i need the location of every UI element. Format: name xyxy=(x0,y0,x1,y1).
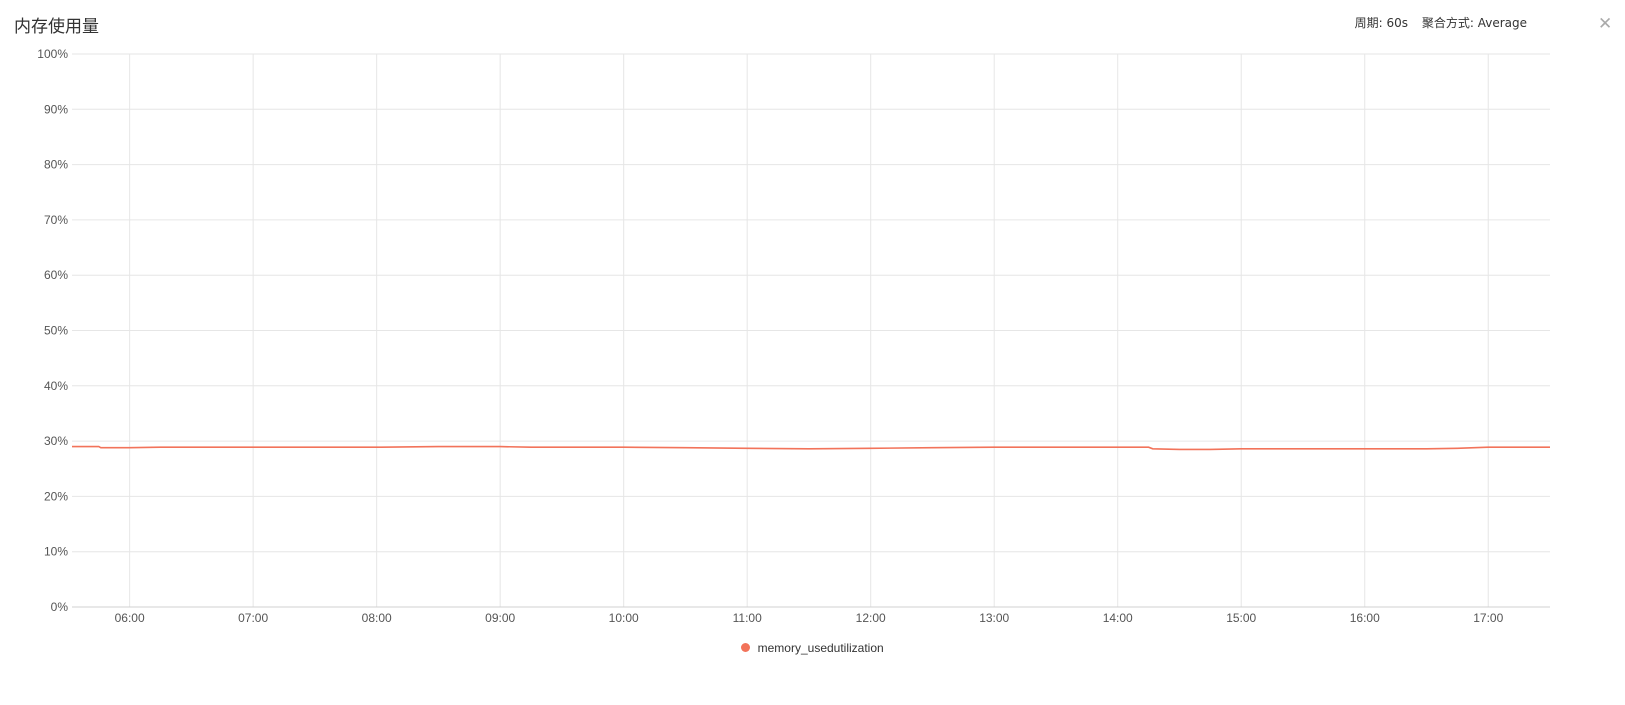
series-line-memory_usedutilization[interactable] xyxy=(72,445,1550,451)
x-tick-label: 12:00 xyxy=(856,611,886,625)
y-tick-label: 30% xyxy=(44,434,68,448)
chart-meta: 周期: 60s 聚合方式: Average xyxy=(1345,14,1527,31)
aggregation-label: 聚合方式: Average xyxy=(1421,16,1527,30)
x-tick-label: 16:00 xyxy=(1350,611,1380,625)
y-tick-label: 70% xyxy=(44,213,68,227)
y-tick-label: 50% xyxy=(44,324,68,338)
x-tick-label: 15:00 xyxy=(1226,611,1256,625)
y-tick-label: 100% xyxy=(37,47,68,61)
period-label: 周期: 60s xyxy=(1354,16,1409,30)
x-tick-label: 14:00 xyxy=(1103,611,1133,625)
chart-title: 内存使用量 xyxy=(14,17,99,37)
y-tick-label: 60% xyxy=(44,268,68,282)
legend-label: memory_usedutilization xyxy=(757,640,884,655)
legend[interactable]: memory_usedutilization xyxy=(0,640,1625,655)
x-tick-label: 11:00 xyxy=(733,611,762,625)
x-tick-label: 06:00 xyxy=(115,611,145,625)
x-tick-label: 08:00 xyxy=(362,611,392,625)
x-tick-label: 09:00 xyxy=(485,611,515,625)
x-tick-label: 17:00 xyxy=(1473,611,1503,625)
y-tick-label: 40% xyxy=(44,379,68,393)
y-tick-label: 20% xyxy=(44,489,68,503)
y-tick-label: 80% xyxy=(44,158,68,172)
x-tick-label: 07:00 xyxy=(238,611,268,625)
x-tick-label: 13:00 xyxy=(979,611,1009,625)
y-tick-label: 90% xyxy=(44,102,68,116)
x-tick-label: 10:00 xyxy=(609,611,639,625)
y-tick-label: 0% xyxy=(51,600,69,614)
y-tick-label: 10% xyxy=(44,545,68,559)
legend-swatch xyxy=(741,643,751,653)
close-icon[interactable]: ✕ xyxy=(1598,14,1613,34)
